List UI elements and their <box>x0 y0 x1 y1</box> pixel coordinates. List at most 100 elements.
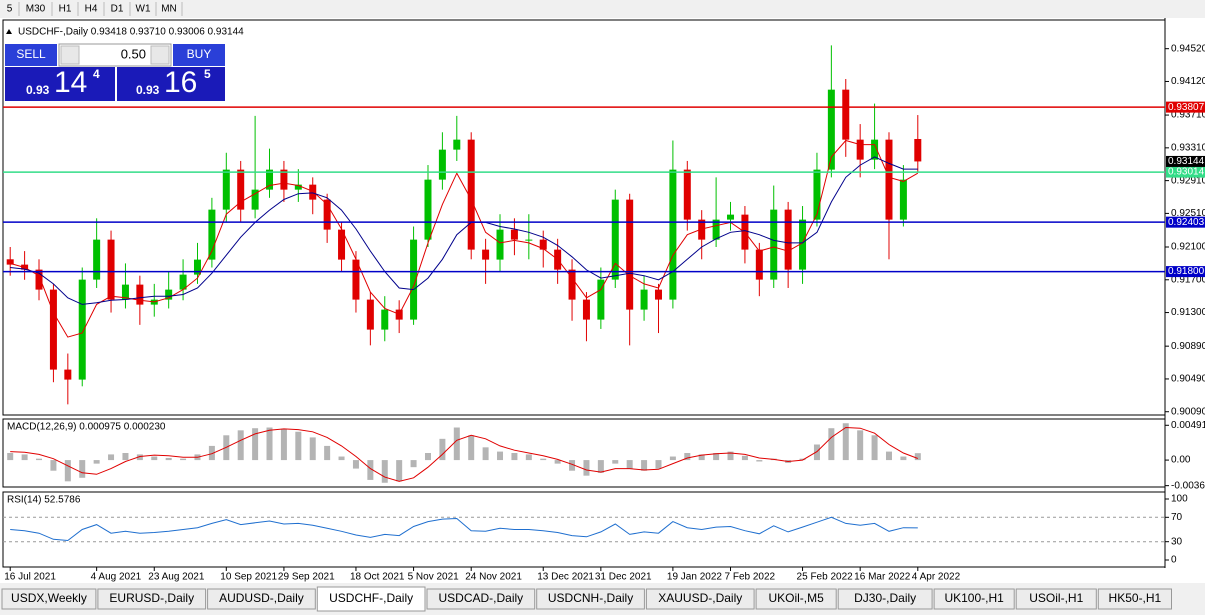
macd-bar <box>410 460 417 468</box>
lot-down[interactable] <box>60 45 80 65</box>
candle-body <box>280 169 288 190</box>
timeframe-button[interactable]: D1 <box>111 4 124 15</box>
macd-bar <box>554 460 561 464</box>
x-tick-label: 23 Aug 2021 <box>148 572 205 583</box>
macd-bar <box>799 458 806 461</box>
moving-average <box>10 139 919 338</box>
macd-bar <box>381 460 388 483</box>
macd-bar <box>914 453 921 461</box>
sell-price-big: 0.93 <box>26 83 50 97</box>
macd-bar <box>396 460 403 482</box>
tab-label: HK50-,H1 <box>1109 591 1162 605</box>
candle-body <box>410 239 418 320</box>
candle-body <box>222 169 230 210</box>
level-price-label: 0.93807 <box>1168 102 1205 113</box>
moving-average <box>10 156 918 305</box>
tab-label: EURUSD-,Daily <box>109 591 194 605</box>
candle-body <box>856 139 864 160</box>
macd-bar <box>309 437 316 461</box>
candle-body <box>885 139 893 220</box>
y-tick-label: 0 <box>1171 555 1177 566</box>
x-tick-label: 16 Jul 2021 <box>4 572 56 583</box>
active-tab[interactable] <box>316 586 426 612</box>
macd-bar <box>655 460 662 469</box>
macd-bar <box>669 456 676 461</box>
timeframe-button[interactable]: 5 <box>7 4 13 15</box>
macd-bar <box>79 460 86 478</box>
tab[interactable] <box>207 588 316 610</box>
tab[interactable] <box>536 588 645 610</box>
y-tick-label: 0.92510 <box>1171 208 1205 219</box>
tab-label: AUDUSD-,Daily <box>219 591 304 605</box>
tab[interactable] <box>837 588 933 610</box>
candle-body <box>727 214 735 220</box>
level-price-box <box>1166 266 1205 278</box>
candle-body <box>49 289 57 370</box>
macd-bar <box>626 460 633 469</box>
candle-body <box>121 284 129 300</box>
timeframe-button[interactable]: H4 <box>85 4 98 15</box>
lot-up[interactable] <box>150 45 170 65</box>
chart-header: USDCHF-,Daily 0.93418 0.93710 0.93006 0.… <box>18 27 244 38</box>
macd-bar <box>597 460 604 473</box>
macd-bar <box>338 456 345 461</box>
macd-bar <box>741 455 748 461</box>
tab[interactable] <box>645 588 755 610</box>
x-tick-label: 25 Feb 2022 <box>797 572 854 583</box>
buy-price-box[interactable] <box>117 67 225 101</box>
candle-body <box>323 199 331 230</box>
timeframe-button[interactable]: MN <box>161 4 177 15</box>
candle-body <box>770 209 778 280</box>
tab[interactable] <box>1097 588 1173 610</box>
candle-body <box>597 279 605 320</box>
macd-bar <box>252 428 259 461</box>
macd-bar <box>64 460 71 482</box>
candle-body <box>482 249 490 260</box>
y-tick-label: 0.91700 <box>1171 274 1205 285</box>
buy-button[interactable] <box>173 44 225 66</box>
y-tick-label: -0.00361 <box>1171 480 1205 491</box>
macd-bar <box>569 460 576 471</box>
macd-bar <box>468 435 475 461</box>
timeframe-button[interactable]: H1 <box>59 4 72 15</box>
macd-bar <box>21 454 28 461</box>
y-tick-label: 0.90490 <box>1171 374 1205 385</box>
sell-price-box[interactable] <box>5 67 115 101</box>
tab[interactable] <box>933 588 1015 610</box>
macd-bar <box>50 460 57 471</box>
candle-body <box>366 299 374 330</box>
tab[interactable] <box>1 588 97 610</box>
x-tick-label: 4 Apr 2022 <box>912 572 961 583</box>
x-tick-label: 29 Sep 2021 <box>278 572 335 583</box>
y-tick-label: 0.92910 <box>1171 175 1205 186</box>
candle-body <box>424 179 432 240</box>
timeframe-button[interactable]: W1 <box>136 4 151 15</box>
timeframe-button[interactable]: M30 <box>26 4 46 15</box>
macd-bar <box>453 427 460 461</box>
candle-body <box>309 184 317 200</box>
signal-line <box>10 426 918 482</box>
y-tick-label: 0.94520 <box>1171 43 1205 54</box>
tab-label: XAUUSD-,Daily <box>658 591 742 605</box>
candle-body <box>914 138 922 162</box>
tab[interactable] <box>1015 588 1097 610</box>
candle-body <box>208 209 216 260</box>
macd-bar <box>525 454 532 461</box>
tab[interactable] <box>426 588 536 610</box>
candle-body <box>827 89 835 170</box>
lot-input[interactable] <box>58 43 172 67</box>
macd-bar <box>237 430 244 461</box>
macd-bar <box>367 460 374 480</box>
macd-bar <box>151 456 158 461</box>
sell-label: SELL <box>16 47 46 61</box>
y-tick-label: 0.91300 <box>1171 307 1205 318</box>
buy-price-pips: 16 <box>164 66 197 99</box>
sell-button[interactable] <box>5 44 57 66</box>
candle-body <box>510 229 518 240</box>
candle-body <box>266 169 274 190</box>
tab[interactable] <box>97 588 207 610</box>
tab[interactable] <box>755 588 837 610</box>
buy-price-point: 5 <box>204 67 211 81</box>
collapse-icon[interactable] <box>6 29 12 34</box>
